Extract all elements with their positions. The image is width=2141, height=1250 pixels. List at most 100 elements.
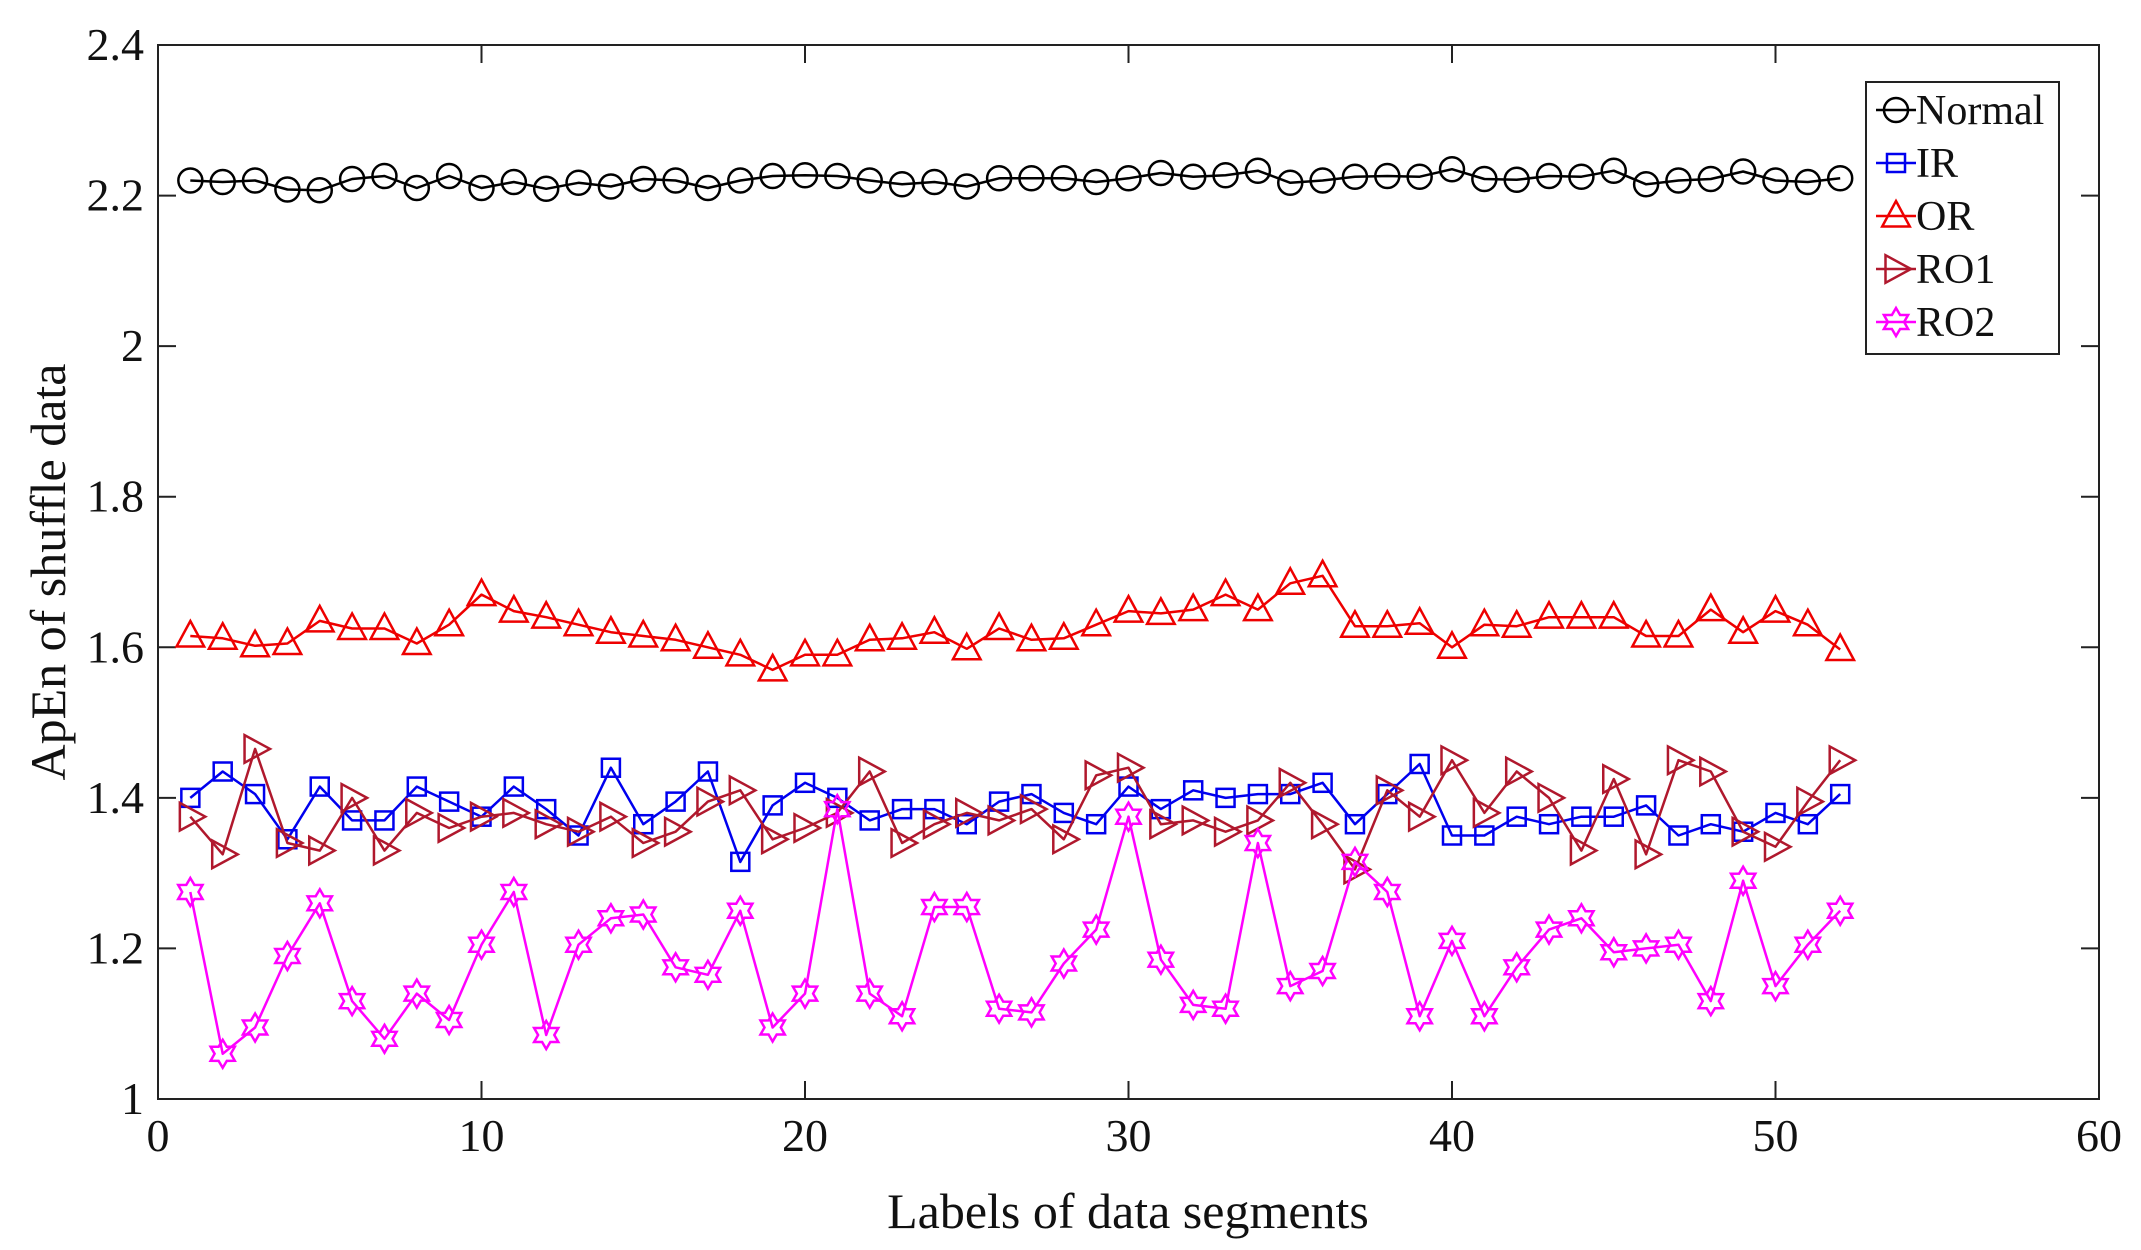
data-point-ro2: [1696, 984, 1726, 1018]
data-point-ro2: [402, 977, 432, 1011]
data-point-or: [1209, 576, 1242, 607]
data-point-or: [1533, 599, 1565, 629]
x-tick-label: 10: [459, 1110, 505, 1161]
data-point-normal: [1503, 166, 1530, 194]
data-point-ir: [859, 810, 880, 831]
data-point-or: [692, 629, 724, 660]
data-point-ro2: [305, 886, 335, 920]
data-point-ro2: [855, 977, 884, 1011]
data-point-ro2: [693, 958, 723, 992]
data-point-normal: [1471, 165, 1498, 193]
legend-marker: [1885, 152, 1907, 174]
data-point-ir: [438, 791, 460, 812]
data-point-ro2: [337, 984, 367, 1018]
data-point-ro2: [984, 992, 1014, 1026]
series-line-ro1: [189, 747, 1842, 871]
data-point-or: [821, 637, 854, 667]
y-tick-label: 1.4: [87, 772, 145, 823]
data-point-normal: [1309, 167, 1336, 194]
data-point-ir: [180, 787, 201, 809]
data-point-normal: [1406, 163, 1433, 190]
y-tick-label: 1.6: [87, 621, 145, 672]
y-tick-label: 1.8: [87, 471, 145, 522]
data-point-or: [724, 637, 757, 667]
data-point-or: [1565, 599, 1598, 629]
x-tick-label: 30: [1106, 1110, 1152, 1161]
data-point-normal: [1568, 163, 1595, 190]
data-point-ro2: [1049, 947, 1079, 980]
data-point-ro1: [1699, 755, 1729, 788]
data-point-normal: [759, 162, 786, 190]
series-line-or: [190, 574, 1841, 672]
data-point-or: [1371, 608, 1404, 638]
data-point-ro2: [1470, 999, 1499, 1033]
series-normal: [177, 155, 1854, 204]
data-point-normal: [371, 162, 398, 190]
data-point-normal: [1438, 155, 1466, 183]
data-point-ro1: [178, 800, 208, 833]
data-point-or: [627, 618, 660, 648]
data-point-ro2: [1502, 950, 1531, 984]
data-point-ro1: [955, 797, 985, 829]
series-or: [174, 558, 1857, 682]
data-point-ir: [503, 776, 525, 797]
data-point-ro1: [1440, 744, 1470, 777]
data-point-or: [303, 603, 336, 633]
data-point-ir: [1474, 825, 1495, 846]
data-point-ir: [891, 798, 913, 820]
data-point-ro2: [1728, 864, 1758, 898]
legend-label: IR: [1916, 141, 1958, 187]
legend-label: OR: [1916, 194, 1974, 240]
data-point-ro1: [1796, 785, 1826, 818]
data-point-or: [1468, 607, 1501, 637]
legend-marker: [1881, 305, 1911, 339]
data-point-ro1: [1278, 766, 1308, 799]
data-point-ro2: [499, 875, 529, 909]
data-point-or: [1339, 608, 1371, 638]
data-point-ro1: [534, 808, 564, 841]
data-point-normal: [824, 162, 851, 190]
data-point-ro1: [696, 785, 726, 818]
data-point-ro2: [1793, 928, 1823, 962]
data-point-ro2: [176, 875, 205, 909]
y-axis-label: ApEn of shuffle data: [20, 363, 76, 780]
data-point-or: [562, 607, 595, 637]
data-point-ir: [665, 791, 686, 812]
data-point-ro2: [1599, 935, 1629, 969]
data-point-ro2: [1081, 913, 1111, 947]
data-point-ro1: [1213, 815, 1244, 848]
data-point-ro1: [1375, 774, 1405, 807]
data-point-ro1: [760, 823, 791, 856]
y-tick-label: 1: [121, 1073, 144, 1124]
data-point-ir: [1312, 772, 1333, 794]
data-point-normal: [1179, 163, 1207, 190]
data-point-ir: [1571, 806, 1592, 827]
data-point-or: [174, 618, 207, 648]
series-ro2: [176, 792, 1855, 1071]
legend-box: [1865, 81, 2060, 355]
data-point-ro1: [1731, 815, 1761, 848]
data-point-normal: [662, 167, 689, 194]
data-point-ro2: [1211, 992, 1240, 1026]
data-point-ro2: [1534, 913, 1564, 947]
data-point-ro2: [1567, 901, 1596, 935]
data-point-or: [1597, 599, 1630, 629]
data-point-normal: [1147, 159, 1175, 187]
data-point-ro2: [1243, 826, 1273, 860]
data-point-normal: [306, 177, 333, 204]
data-point-ro1: [275, 827, 306, 859]
data-point-ir: [1409, 753, 1430, 775]
data-point-ro1: [1116, 751, 1147, 784]
data-point-ro2: [596, 901, 626, 935]
data-point-ro1: [372, 834, 403, 867]
data-point-or: [950, 631, 983, 661]
data-point-normal: [177, 167, 204, 194]
data-point-ro1: [1666, 744, 1697, 777]
data-point-ro2: [758, 1011, 787, 1044]
data-point-ro1: [987, 804, 1017, 837]
data-point-ro1: [1634, 838, 1664, 871]
data-point-ro1: [243, 733, 273, 765]
data-point-ir: [762, 795, 783, 816]
data-point-or: [918, 614, 951, 644]
